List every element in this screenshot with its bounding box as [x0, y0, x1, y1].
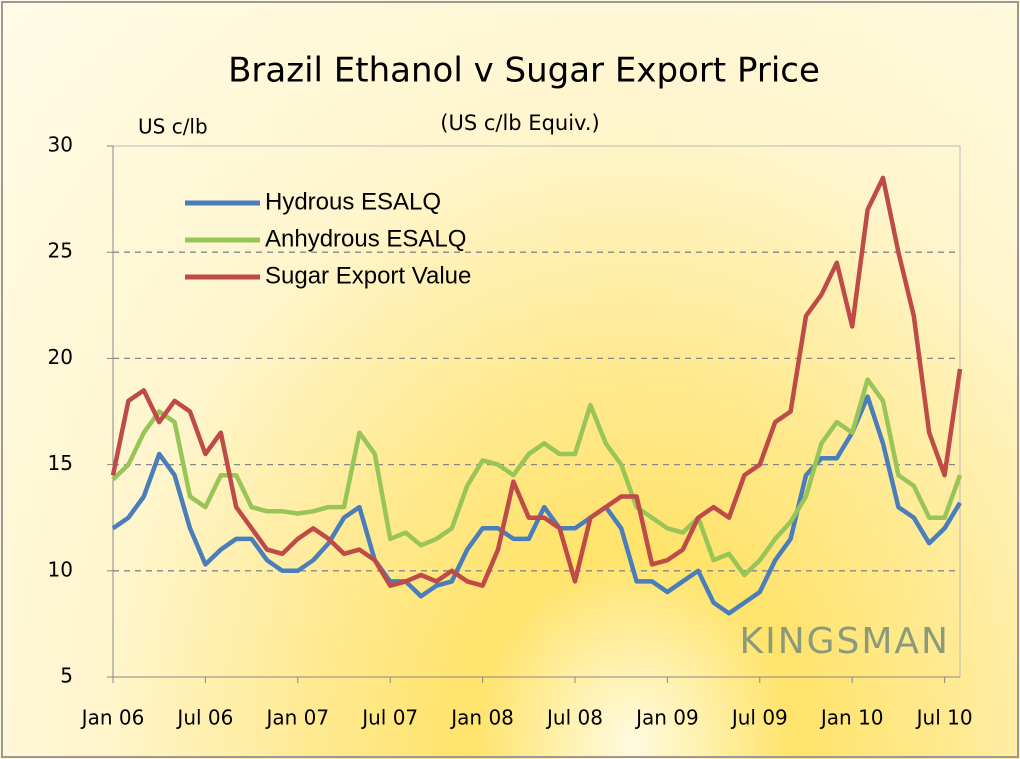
x-tick-label: Jan 08 — [449, 706, 514, 730]
y-tick-label: 10 — [48, 557, 73, 581]
legend-label: Anhydrous ESALQ — [265, 225, 466, 252]
x-tick-label: Jan 07 — [264, 706, 329, 730]
y-tick-label: 15 — [48, 451, 73, 475]
series-line — [111, 394, 962, 616]
x-tick-label: Jan 09 — [634, 706, 699, 730]
x-tick-label: Jul 07 — [360, 706, 418, 730]
legend-label: Hydrous ESALQ — [265, 188, 441, 215]
y-tick-label: 30 — [48, 133, 73, 157]
series-line — [110, 175, 963, 588]
chart-title: Brazil Ethanol v Sugar Export Price — [228, 51, 820, 91]
series-line — [111, 377, 963, 578]
y-tick-label: 20 — [48, 345, 73, 369]
y-tick-label: 5 — [60, 664, 73, 688]
y-axis-label: US c/lb — [138, 115, 208, 139]
x-tick-label: Jul 08 — [545, 706, 603, 730]
plot-area — [112, 145, 961, 678]
legend-label: Sugar Export Value — [265, 262, 471, 289]
y-tick-label: 25 — [48, 239, 73, 263]
subtitle: (US c/lb Equiv.) — [440, 111, 599, 135]
x-tick-label: Jan 10 — [819, 706, 884, 730]
x-tick-label: Jul 06 — [175, 706, 233, 730]
x-tick-label: Jul 09 — [730, 706, 788, 730]
x-tick-label: Jan 06 — [80, 706, 145, 730]
x-tick-label: Jul 10 — [915, 706, 973, 730]
watermark: KINGSMAN — [739, 621, 950, 662]
